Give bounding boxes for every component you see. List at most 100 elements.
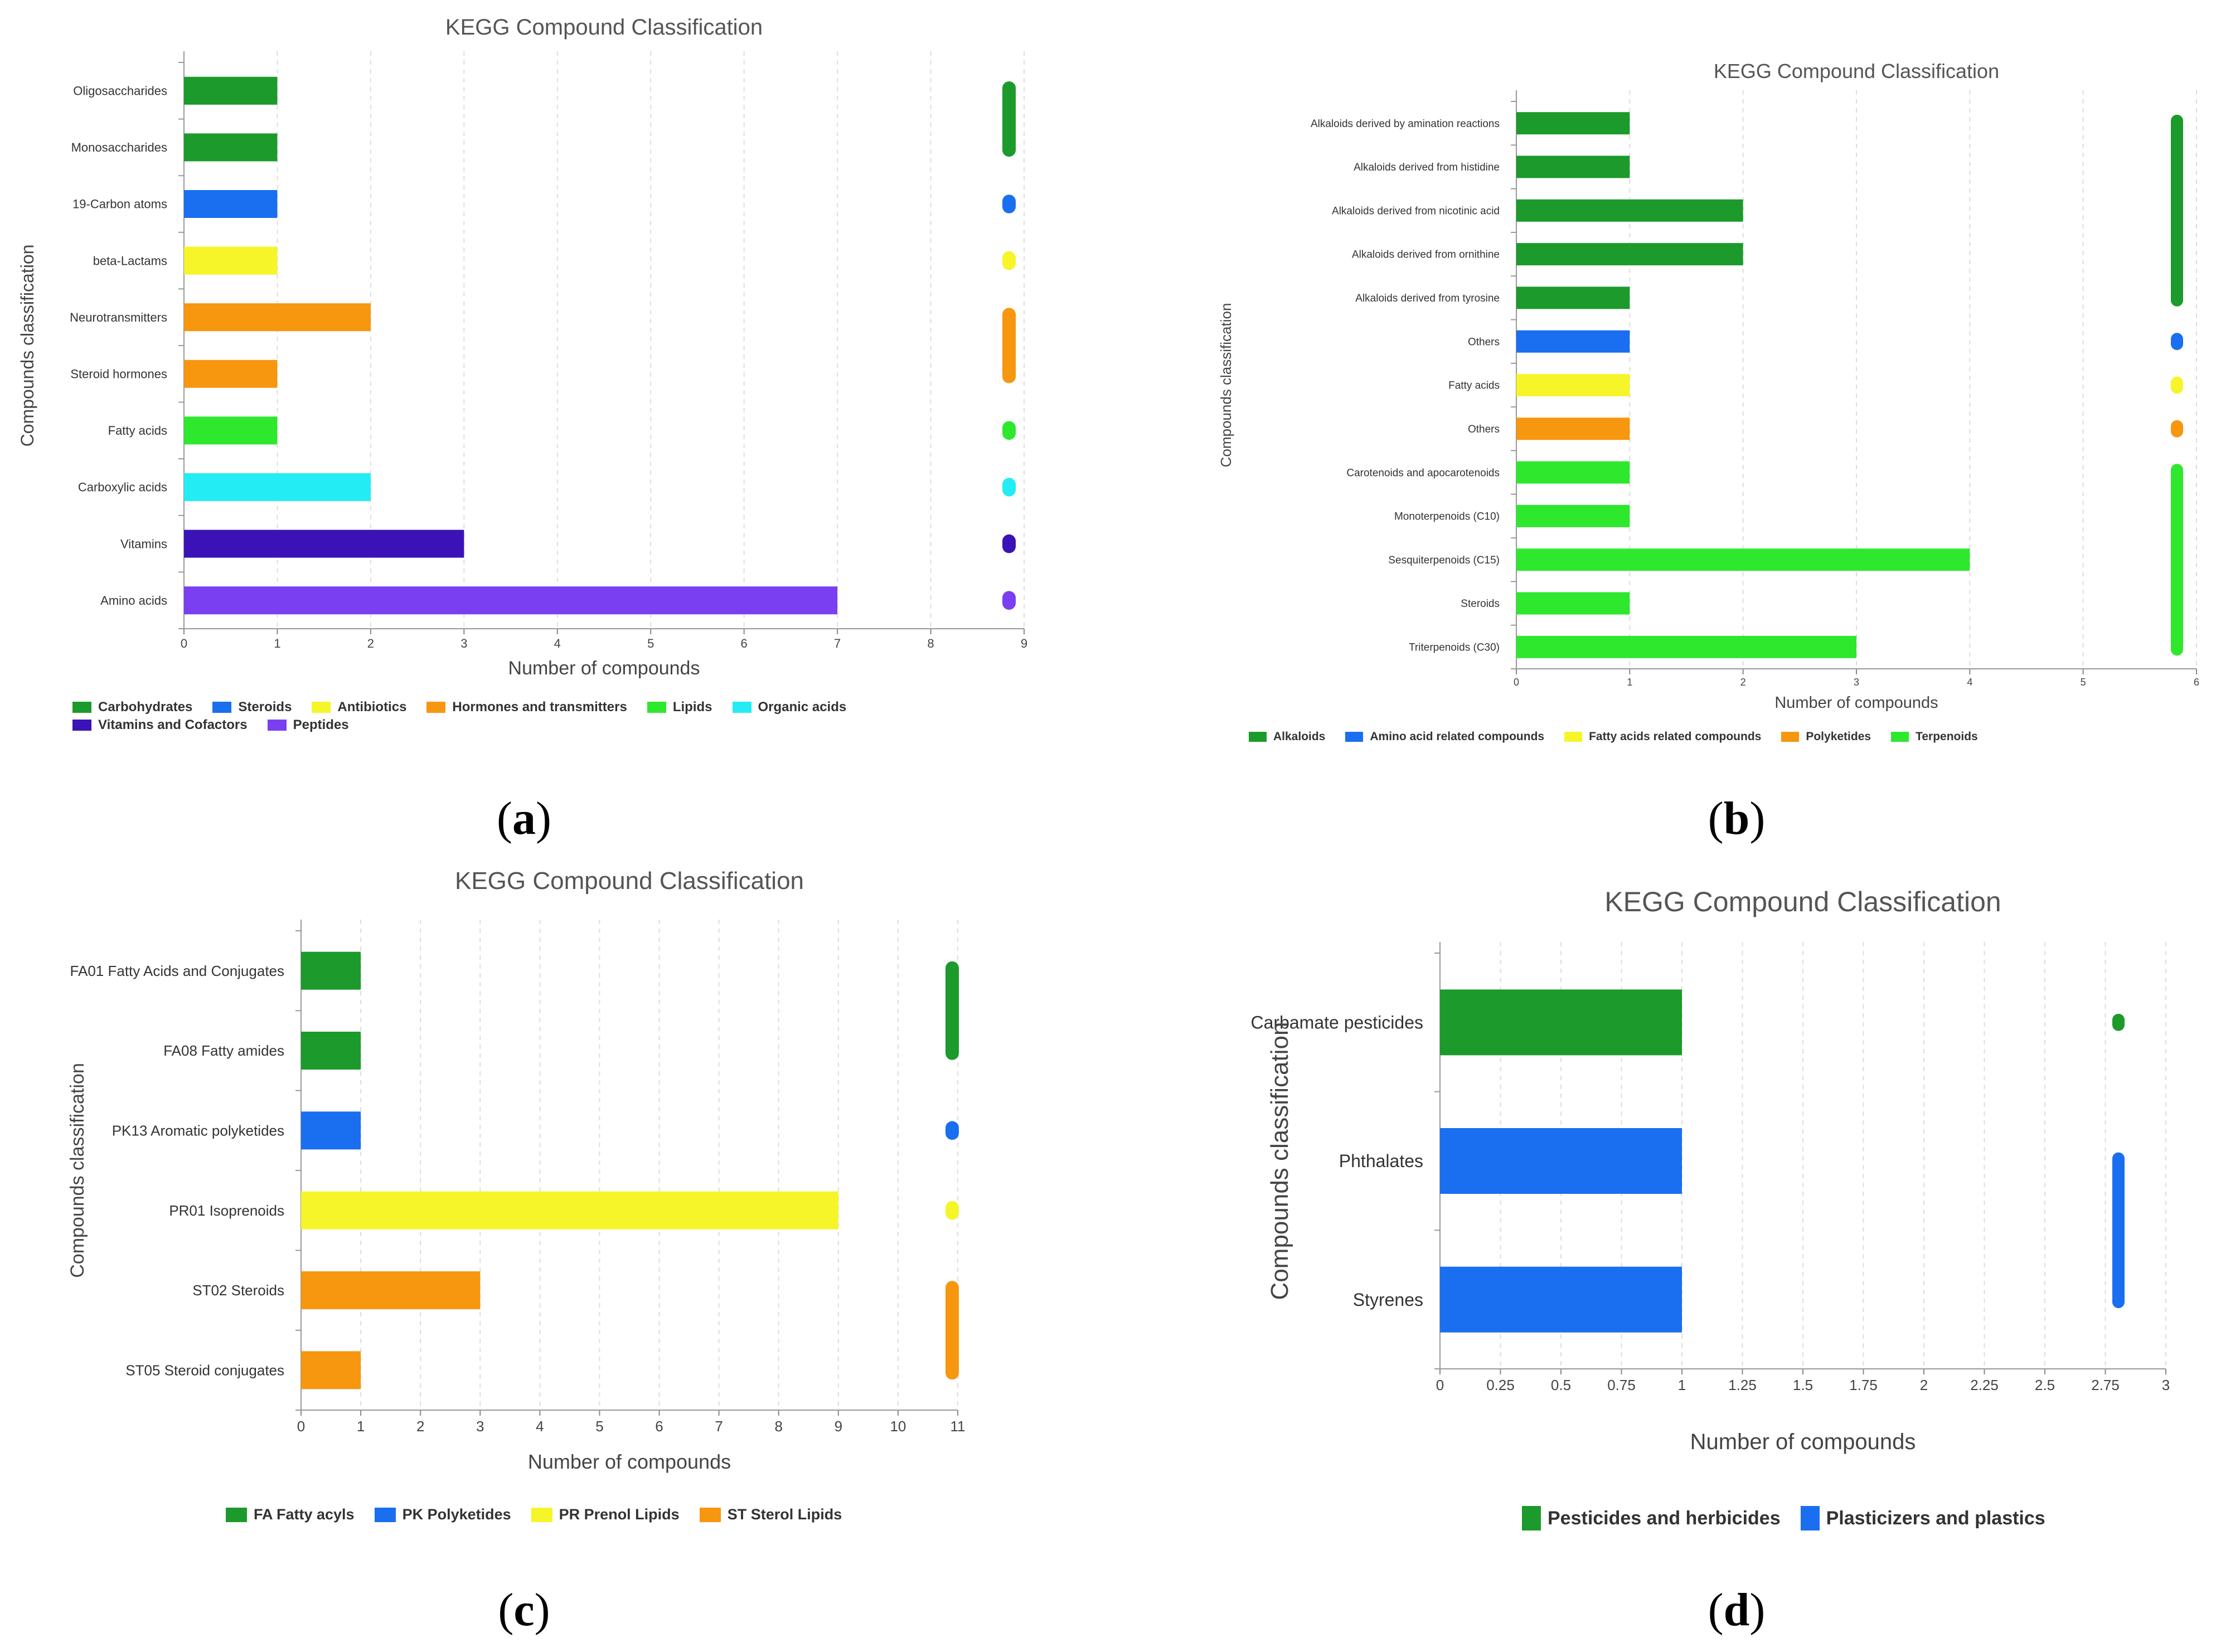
chart-d-bar [1440, 1266, 1682, 1333]
chart-d-xtick-label: 1.75 [1849, 1377, 1878, 1393]
legend-item: Carbohydrates [72, 699, 192, 715]
chart-c-category-label: ST02 Steroids [192, 1282, 284, 1299]
chart-c-bar [301, 951, 361, 990]
legend-swatch [72, 720, 91, 731]
chart-a-xlabel: Number of compounds [508, 658, 700, 679]
chart-b-group-indicator [2171, 114, 2183, 307]
chart-b-xtick-label: 1 [1627, 677, 1632, 688]
chart-b-category-label: Others [1468, 424, 1500, 435]
chart-c-xtick-label: 5 [595, 1418, 603, 1435]
chart-d-title: KEGG Compound Classification [1604, 886, 2001, 917]
legend-swatch [1800, 1506, 1820, 1530]
chart-c-xtick-label: 3 [476, 1418, 484, 1435]
legend-swatch [699, 1507, 721, 1522]
legend-label: Steroids [238, 699, 292, 715]
chart-b-xtick-label: 5 [2081, 677, 2086, 688]
legend-item: PK Polyketides [374, 1506, 511, 1523]
chart-d-xtick-label: 0.5 [1551, 1377, 1571, 1393]
chart-a-xtick-label: 5 [647, 636, 654, 650]
chart-d-group-indicator [2112, 1152, 2125, 1309]
chart-d-svg: KEGG Compound Classification 0 0.25 0.5 0.75… [1251, 886, 2170, 1454]
chart-a-svg: KEGG Compound Classification 0 1 2 3 4 5 6 7 8 9 Ol… [17, 15, 1027, 679]
chart-a-bar [184, 529, 464, 558]
legend-item: Organic acids [732, 699, 847, 715]
chart-c-xtick-label: 0 [297, 1418, 305, 1435]
legend-label: Carbohydrates [98, 699, 193, 715]
legend-swatch [1781, 732, 1800, 742]
chart-b-category-label: Monoterpenoids (C10) [1394, 511, 1500, 523]
chart-c-xtick-label: 8 [774, 1418, 782, 1435]
chart-b-ylabel: Compounds classification [1218, 303, 1234, 468]
chart-d-xtick-label: 1.25 [1728, 1377, 1757, 1393]
legend-c: FA Fatty acyls PK Polyketides PR Prenol Li… [226, 1506, 1062, 1523]
chart-d-xtick-label: 1.5 [1793, 1377, 1813, 1393]
chart-a-group-indicator [1002, 421, 1016, 440]
legend-item: ST Sterol Lipids [699, 1506, 842, 1523]
chart-c-xtick-label: 7 [715, 1418, 722, 1435]
chart-b-category-label: Triterpenoids (C30) [1409, 642, 1500, 653]
legend-swatch [647, 702, 666, 713]
chart-d-xtick-label: 2.5 [2035, 1377, 2055, 1393]
chart-a-bar [184, 190, 278, 218]
legend-item: Polyketides [1781, 730, 1871, 744]
chart-c-category-label: FA01 Fatty Acids and Conjugates [70, 963, 284, 979]
chart-b-group-indicator [2171, 376, 2183, 394]
legend-label: ST Sterol Lipids [727, 1506, 842, 1523]
chart-c-xtick-label: 4 [536, 1418, 544, 1435]
chart-a-group-indicator [1002, 251, 1016, 270]
chart-a-category-label: Monosaccharides [71, 140, 167, 154]
chart-d-ylabel: Compounds classification [1266, 1022, 1293, 1300]
chart-b-bar [1516, 243, 1743, 266]
chart-a-xtick-label: 8 [927, 636, 934, 650]
chart-d-xtick-label: 2.75 [2091, 1377, 2120, 1393]
legend-item: Hormones and transmitters [426, 699, 627, 715]
chart-a-title: KEGG Compound Classification [445, 15, 763, 40]
legend-label: Fatty acids related compounds [1589, 730, 1762, 743]
chart-b-bar [1516, 635, 1856, 658]
legend-item: PR Prenol Lipids [531, 1506, 680, 1523]
chart-a-category-label: Steroid hormones [70, 367, 167, 381]
chart-b-group-indicator [2171, 333, 2183, 351]
legend-item: Amino acid related compounds [1345, 730, 1544, 744]
chart-a-xtick-label: 9 [1021, 636, 1027, 650]
chart-b-bar [1516, 592, 1630, 615]
chart-panel-d: KEGG Compound Classification 0 0.25 0.5 0.75… [1243, 869, 2216, 1561]
chart-a-group-indicator [1002, 534, 1016, 553]
chart-b-category-label: Carotenoids and apocarotenoids [1346, 467, 1500, 479]
chart-c-xlabel: Number of compounds [528, 1450, 731, 1473]
chart-b-category-label: Alkaloids derived from ornithine [1352, 249, 1500, 261]
chart-b-category-label: Sesquiterpenoids (C15) [1388, 555, 1500, 566]
chart-c-ylabel: Compounds classification [67, 1063, 88, 1278]
chart-b-xtick-label: 4 [1967, 677, 1972, 688]
legend-swatch [226, 1507, 247, 1522]
legend-label: Organic acids [758, 699, 847, 715]
chart-b-bar [1516, 199, 1743, 222]
chart-d-category-label: Phthalates [1339, 1151, 1423, 1171]
chart-b-bar [1516, 286, 1630, 309]
chart-a-bar [184, 416, 278, 445]
chart-b-bar [1516, 417, 1630, 440]
chart-a-bar [184, 246, 278, 275]
chart-b-category-label: Alkaloids derived by amination reactions [1311, 118, 1500, 130]
chart-d-xtick-label: 2.25 [1970, 1377, 1999, 1393]
legend-swatch [1345, 732, 1364, 742]
chart-c-category-label: FA08 Fatty amides [163, 1042, 284, 1059]
chart-b-bar [1516, 461, 1630, 484]
chart-b-bar [1516, 156, 1630, 178]
legend-item: Vitamins and Cofactors [72, 717, 248, 733]
chart-a-bar [184, 473, 371, 501]
chart-d-xtick-label: 2 [1920, 1377, 1928, 1393]
chart-a-category-label: beta-Lactams [93, 254, 167, 268]
legend-label: Peptides [293, 717, 349, 732]
panel-label-d: (d) [1708, 1584, 1766, 1636]
chart-a-category-label: Carboxylic acids [78, 480, 167, 494]
legend-swatch [312, 702, 331, 713]
chart-b-xtick-label: 3 [1854, 677, 1859, 688]
chart-d-xtick-label: 3 [2162, 1377, 2170, 1393]
panel-label-c: (c) [498, 1584, 550, 1636]
legend-swatch [374, 1507, 396, 1522]
chart-a-group-indicator [1002, 591, 1016, 610]
panel-label-b: (b) [1708, 793, 1766, 844]
legend-label: FA Fatty acyls [254, 1506, 355, 1523]
legend-swatch [531, 1507, 552, 1522]
